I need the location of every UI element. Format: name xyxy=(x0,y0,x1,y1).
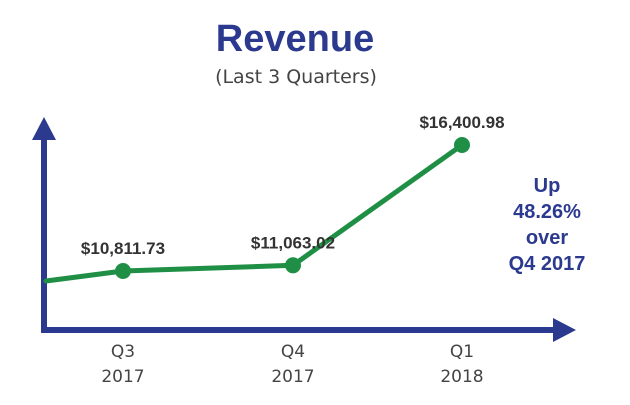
annotation-line-1: Up xyxy=(534,175,561,197)
annotation-line-3: over xyxy=(526,227,568,249)
x-axis-arrow-icon xyxy=(553,318,576,342)
axes xyxy=(32,117,576,342)
annotation-line-2: 48.26% xyxy=(513,201,581,223)
x-axis-ticks: Q3 2017 Q4 2017 Q1 2018 xyxy=(101,342,483,387)
data-label-3: $16,400.98 xyxy=(419,113,504,132)
data-point-1 xyxy=(115,263,131,279)
data-label-2: $11,063.02 xyxy=(251,233,335,252)
x-tick-label-year-3: 2018 xyxy=(440,367,483,387)
series-line xyxy=(43,142,465,284)
data-point-2 xyxy=(285,257,301,274)
x-tick-label-year-2: 2017 xyxy=(271,367,314,387)
growth-annotation: Up 48.26% over Q4 2017 xyxy=(509,175,586,275)
chart-title: Revenue xyxy=(216,18,374,60)
data-point-3 xyxy=(454,137,470,153)
x-tick-label-year-1: 2017 xyxy=(101,367,144,387)
y-axis-arrow-icon xyxy=(32,117,56,140)
data-label-1: $10,811.73 xyxy=(81,239,165,258)
x-tick-label-quarter-1: Q3 xyxy=(111,342,135,362)
annotation-line-4: Q4 2017 xyxy=(509,253,586,275)
x-tick-label-quarter-3: Q1 xyxy=(450,342,474,362)
x-tick-label-quarter-2: Q4 xyxy=(281,342,305,362)
chart-subtitle: (Last 3 Quarters) xyxy=(215,66,377,88)
series-revenue: $10,811.73 $11,063.02 $16,400.98 xyxy=(43,113,505,284)
